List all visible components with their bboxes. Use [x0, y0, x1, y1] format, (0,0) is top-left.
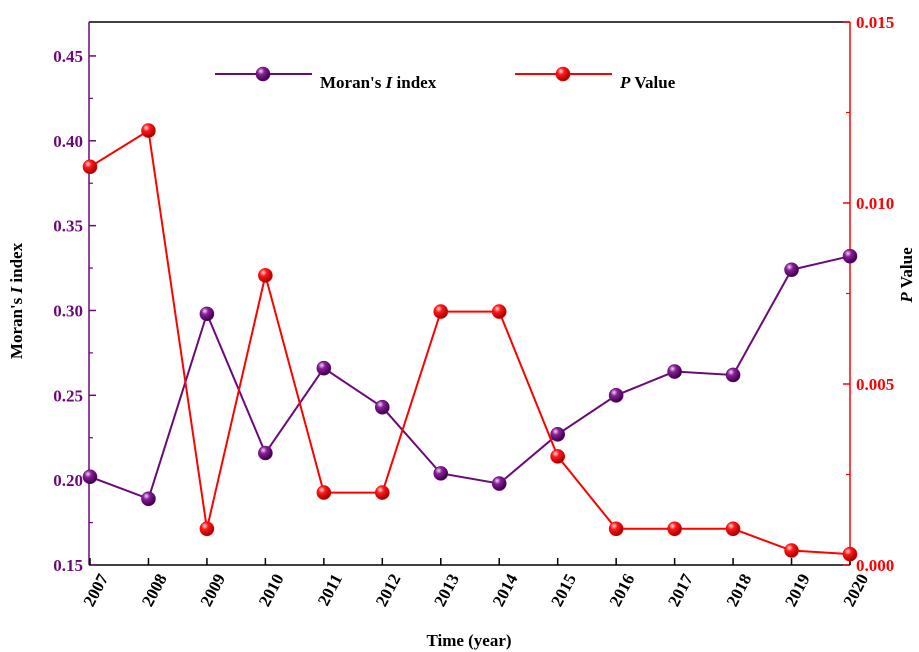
left-axis-tick-label: 0.35 [53, 217, 83, 236]
data-point [199, 306, 215, 322]
left-axis-tick-label: 0.20 [53, 471, 83, 490]
x-axis-tick-label: 2018 [723, 571, 756, 610]
legend-label: P Value [619, 73, 676, 92]
legend-item-0: Moran's I index [215, 66, 437, 92]
x-axis-tick-label: 2020 [840, 571, 873, 610]
left-axis-tick-label: 0.15 [53, 556, 83, 575]
data-point [433, 304, 449, 319]
right-axis-tick-label: 0.005 [856, 375, 894, 394]
legend-label: Moran's I index [320, 73, 437, 92]
data-point [667, 364, 682, 379]
data-point [375, 485, 390, 500]
series-line [89, 255, 851, 501]
x-axis-title: Time (year) [426, 631, 511, 650]
data-point [316, 485, 332, 500]
plot-frame [88, 21, 851, 566]
data-point [316, 360, 332, 376]
x-axis-tick-label: 2010 [255, 571, 288, 610]
data-point [784, 543, 799, 558]
left-axis-tick-label: 0.45 [53, 47, 83, 66]
x-axis-tick-label: 2007 [80, 570, 113, 609]
right-y-axis: 0.000 0.005 0.010 0.015 [843, 13, 894, 575]
x-axis-tick-label: 2017 [664, 570, 697, 609]
legend-item-1: P Value [515, 66, 676, 92]
series-0 [82, 248, 858, 507]
right-axis-tick-label: 0.010 [856, 194, 894, 213]
data-point [82, 159, 98, 175]
left-axis-tick-label: 0.40 [53, 132, 83, 151]
data-point [550, 449, 565, 464]
data-point [258, 445, 273, 461]
data-point [141, 123, 156, 138]
x-axis-tick-label: 2015 [547, 571, 580, 610]
data-point [433, 466, 449, 481]
left-axis-tick-label: 0.30 [53, 301, 83, 320]
data-point [491, 476, 507, 491]
data-point [375, 399, 390, 415]
data-point [491, 304, 507, 319]
legend: Moran's I index P Value [215, 66, 676, 92]
x-axis-tick-label: 2011 [314, 571, 346, 609]
x-axis-tick-label: 2013 [430, 571, 463, 610]
left-y-axis: 0.15 0.20 0.25 0.30 0.35 0.40 0.45 [53, 47, 96, 575]
data-point [199, 521, 215, 537]
data-point [667, 521, 682, 537]
series-1 [82, 123, 858, 562]
data-point [608, 388, 624, 403]
data-point [550, 427, 565, 442]
data-point [842, 248, 858, 264]
left-y-axis-title: Moran's I index [7, 242, 26, 359]
data-point [608, 521, 624, 537]
x-axis-tick-label: 2019 [781, 571, 814, 610]
data-point [784, 262, 799, 278]
data-point [82, 469, 98, 485]
x-axis: 2007 2008 2009 2010 2011 2012 2013 2014 2015 2016… [80, 558, 873, 610]
data-point [725, 521, 741, 537]
right-axis-tick-label: 0.000 [856, 556, 894, 575]
series-line [89, 128, 851, 556]
series-layer [82, 123, 858, 562]
data-point [725, 367, 741, 383]
left-axis-tick-label: 0.25 [53, 386, 83, 405]
right-axis-tick-label: 0.015 [856, 13, 894, 32]
data-point [141, 491, 156, 507]
x-axis-tick-label: 2012 [372, 571, 405, 610]
legend-marker [555, 66, 571, 82]
x-axis-tick-label: 2014 [489, 570, 522, 609]
right-y-axis-title: P Value [897, 247, 916, 304]
x-axis-tick-label: 2009 [196, 571, 229, 610]
data-point [258, 268, 273, 283]
x-axis-tick-label: 2008 [138, 571, 171, 610]
data-point [842, 546, 858, 562]
x-axis-tick-label: 2016 [606, 571, 639, 610]
legend-marker [255, 66, 271, 82]
